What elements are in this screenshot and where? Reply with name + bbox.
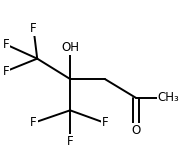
Text: F: F bbox=[30, 116, 37, 129]
Text: F: F bbox=[3, 38, 10, 51]
Text: OH: OH bbox=[61, 41, 79, 54]
Text: F: F bbox=[30, 22, 37, 35]
Text: F: F bbox=[101, 116, 108, 129]
Text: F: F bbox=[67, 135, 73, 148]
Text: CH₃: CH₃ bbox=[158, 91, 180, 104]
Text: F: F bbox=[3, 65, 10, 78]
Text: O: O bbox=[131, 124, 140, 137]
